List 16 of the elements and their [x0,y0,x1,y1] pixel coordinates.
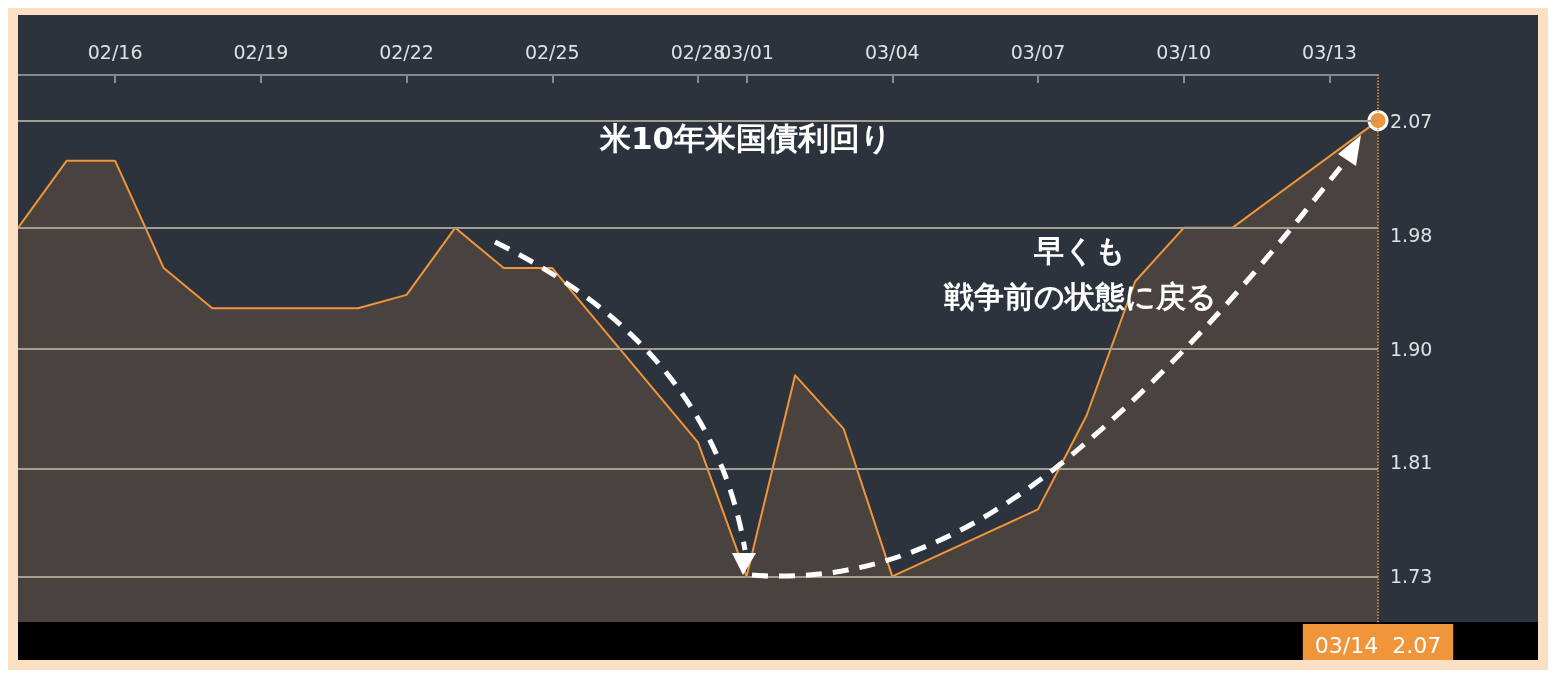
text: 米10年米国債利回り [599,119,893,156]
y-tick-label: 1.98 [1390,223,1433,246]
x-tick-label: 02/22 [379,40,434,63]
x-tick-label: 02/16 [87,40,143,63]
x-tick-label: 02/19 [233,40,289,63]
y-tick-label: 1.81 [1390,451,1433,474]
y-tick-label: 2.07 [1390,109,1433,132]
y-tick-label: 1.90 [1390,337,1433,360]
x-tick-label: 03/10 [1156,40,1212,63]
x-tick-label: 03/04 [864,40,920,63]
x-tick-label: 02/25 [524,40,580,63]
y-tick-label: 1.73 [1390,565,1433,588]
annotation: 早くも [1033,232,1126,268]
ref-line-label: 03/14 2.07 [1314,632,1442,658]
x-tick-label: 03/13 [1302,40,1357,63]
x-tick-label: 03/07 [1010,40,1066,63]
